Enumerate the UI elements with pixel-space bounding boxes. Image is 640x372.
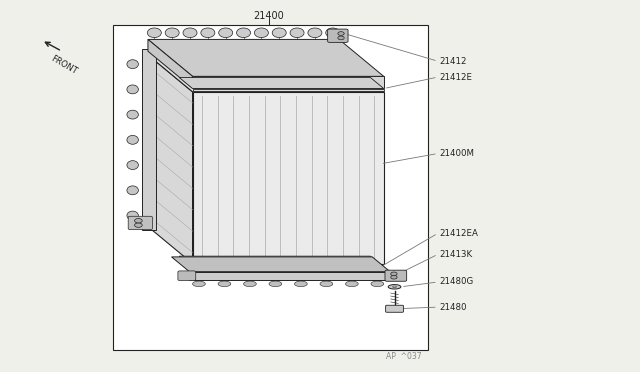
Circle shape xyxy=(338,36,344,40)
Ellipse shape xyxy=(254,28,268,38)
Text: 21400M: 21400M xyxy=(440,149,475,158)
Text: 21480: 21480 xyxy=(440,302,467,312)
Ellipse shape xyxy=(127,85,138,94)
Ellipse shape xyxy=(290,28,304,38)
Circle shape xyxy=(391,275,397,279)
Ellipse shape xyxy=(127,161,138,170)
FancyBboxPatch shape xyxy=(328,29,348,42)
Circle shape xyxy=(134,223,142,227)
Polygon shape xyxy=(193,89,384,91)
Ellipse shape xyxy=(294,281,307,286)
Circle shape xyxy=(338,32,344,35)
FancyBboxPatch shape xyxy=(386,305,403,312)
Ellipse shape xyxy=(244,281,256,286)
Polygon shape xyxy=(179,256,384,267)
Text: 21412E: 21412E xyxy=(440,73,473,81)
Ellipse shape xyxy=(388,285,401,289)
Polygon shape xyxy=(148,39,193,88)
Text: 21480G: 21480G xyxy=(440,278,474,286)
Ellipse shape xyxy=(127,186,138,195)
Ellipse shape xyxy=(147,28,161,38)
Ellipse shape xyxy=(127,211,138,220)
Circle shape xyxy=(134,218,142,223)
Polygon shape xyxy=(148,55,193,263)
Ellipse shape xyxy=(269,281,282,286)
Ellipse shape xyxy=(183,28,197,38)
Polygon shape xyxy=(193,267,384,270)
Ellipse shape xyxy=(320,281,333,286)
Ellipse shape xyxy=(272,28,286,38)
Polygon shape xyxy=(179,77,384,89)
Polygon shape xyxy=(193,92,384,263)
Ellipse shape xyxy=(308,28,322,38)
Ellipse shape xyxy=(219,28,233,38)
Polygon shape xyxy=(148,39,384,76)
Text: AP  ^037: AP ^037 xyxy=(387,352,422,361)
Ellipse shape xyxy=(193,281,205,286)
Polygon shape xyxy=(189,272,390,280)
FancyBboxPatch shape xyxy=(178,271,196,280)
Polygon shape xyxy=(193,76,384,88)
Ellipse shape xyxy=(127,135,138,144)
FancyBboxPatch shape xyxy=(128,216,152,230)
Ellipse shape xyxy=(326,28,340,38)
Text: 21412: 21412 xyxy=(440,57,467,66)
Bar xyxy=(113,25,428,350)
Text: 21400: 21400 xyxy=(253,11,284,21)
Ellipse shape xyxy=(165,28,179,38)
Text: 21413K: 21413K xyxy=(440,250,473,259)
Ellipse shape xyxy=(393,286,396,288)
FancyBboxPatch shape xyxy=(385,270,406,281)
Text: 21412EA: 21412EA xyxy=(440,229,479,238)
Ellipse shape xyxy=(201,28,215,38)
Ellipse shape xyxy=(127,60,138,68)
Polygon shape xyxy=(148,55,384,92)
Circle shape xyxy=(391,272,397,276)
Ellipse shape xyxy=(127,110,138,119)
Text: FRONT: FRONT xyxy=(49,54,79,76)
Polygon shape xyxy=(172,257,390,272)
Ellipse shape xyxy=(237,28,250,38)
Ellipse shape xyxy=(371,281,384,286)
Ellipse shape xyxy=(218,281,231,286)
Polygon shape xyxy=(141,49,156,230)
Ellipse shape xyxy=(346,281,358,286)
